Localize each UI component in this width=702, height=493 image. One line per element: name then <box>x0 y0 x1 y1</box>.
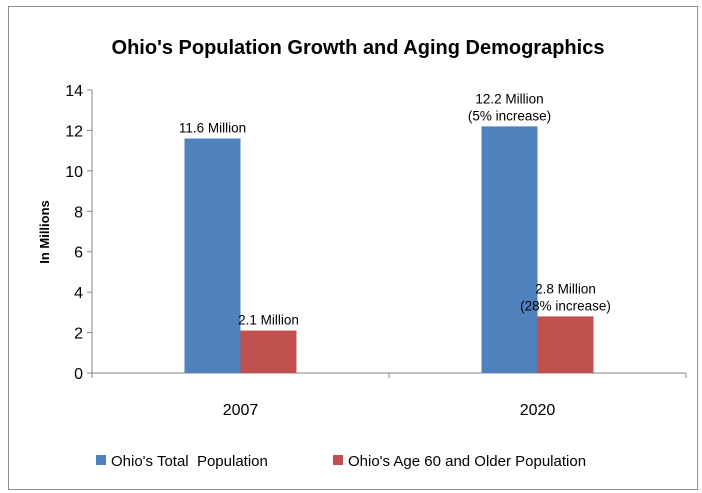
y-tick-label: 0 <box>74 366 83 383</box>
legend: Ohio's Total Population Ohio's Age 60 and… <box>96 453 586 470</box>
data-label: (28% increase) <box>520 298 611 313</box>
data-label: (5% increase) <box>468 108 551 123</box>
bar <box>240 330 297 373</box>
plot-area: 0 2 4 6 8 10 12 14 11.6 Million 2.1 Million 2007 12… <box>65 83 687 419</box>
data-label: 2.8 Million <box>535 281 596 296</box>
bar <box>184 138 241 373</box>
legend-label: Ohio's Age 60 and Older Population <box>348 453 586 470</box>
y-tick-label: 2 <box>74 326 83 343</box>
data-label: 12.2 Million <box>475 91 543 106</box>
legend-label: Ohio's Total Population <box>111 453 268 470</box>
y-tick-label: 12 <box>65 123 83 140</box>
legend-swatch <box>333 455 343 465</box>
y-axis-label: In Millions <box>37 200 52 264</box>
y-tick-label: 10 <box>65 164 83 181</box>
chart-title: Ohio's Population Growth and Aging Demog… <box>112 37 605 59</box>
data-label: 11.6 Million <box>179 121 246 136</box>
y-tick-label: 14 <box>65 83 83 100</box>
y-tick-label: 8 <box>74 204 83 221</box>
data-label: 2.1 Million <box>238 313 299 328</box>
bar <box>537 316 594 373</box>
bar <box>481 126 538 373</box>
x-tick-label: 2020 <box>520 402 556 419</box>
y-tick-label: 6 <box>74 245 83 262</box>
x-tick-label: 2007 <box>223 402 259 419</box>
legend-swatch <box>96 455 106 465</box>
y-tick-label: 4 <box>74 285 83 302</box>
chart-frame <box>8 6 698 490</box>
